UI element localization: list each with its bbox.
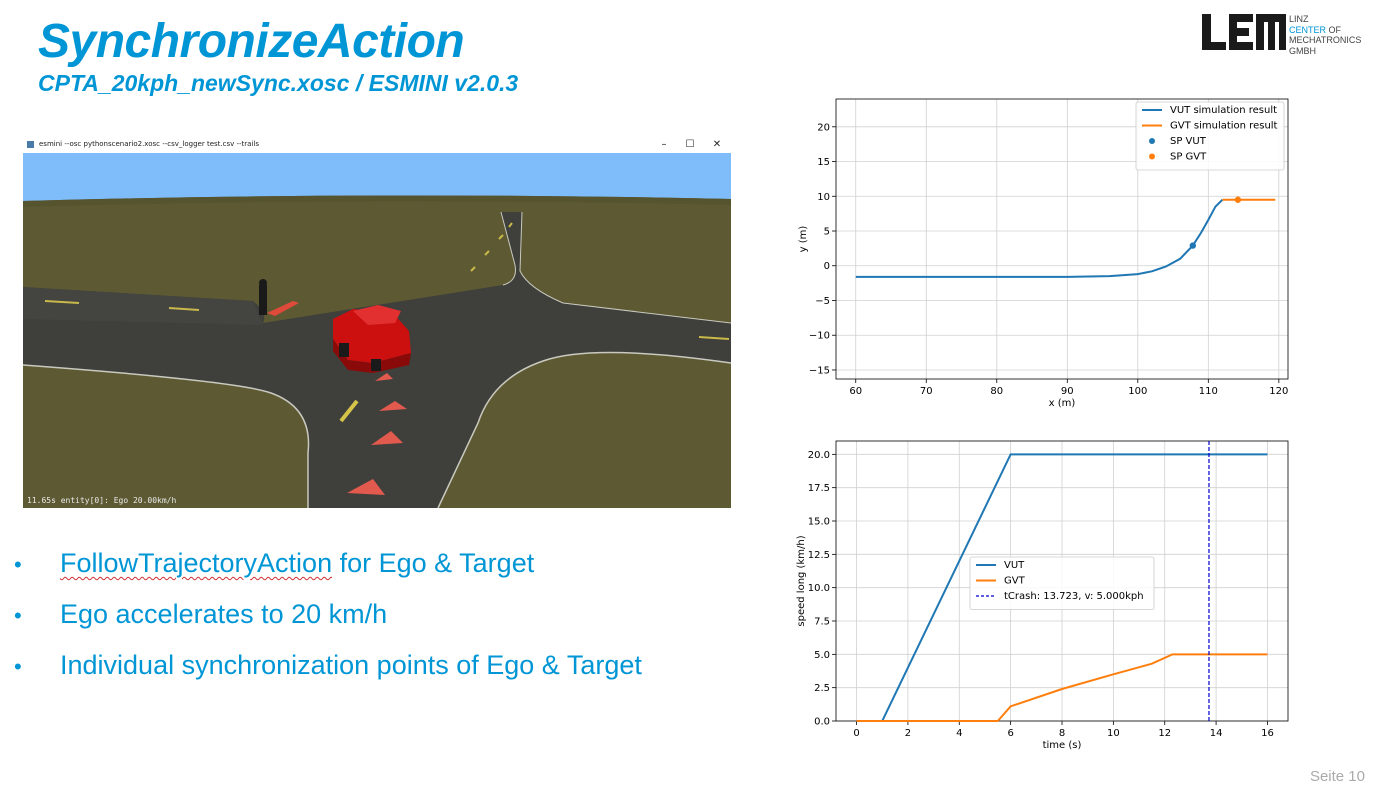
logo-text: LINZ CENTER OF MECHATRONICS GMBH: [1289, 14, 1362, 56]
x-tick-label: 70: [920, 386, 933, 397]
speed-chart-svg: 0 2 4 6 8 10 12 14 16 0.0 2.5 5.0 7.5 10.0 12.5 15.0 17.…: [796, 440, 1289, 751]
legend-label: tCrash: 13.723, v: 5.000kph: [1004, 591, 1144, 602]
y-tick-label: 15: [817, 157, 830, 168]
x-tick-label: 2: [905, 728, 911, 739]
slide-title: SynchronizeAction: [38, 15, 465, 68]
close-icon[interactable]: ✕: [712, 139, 722, 150]
plot-frame: [835, 98, 1289, 380]
series-line: [856, 653, 1268, 722]
app-icon: [27, 141, 34, 148]
x-tick-label: 16: [1261, 728, 1274, 739]
y-tick-label: 20: [817, 122, 830, 133]
legend-label: VUT: [1004, 560, 1025, 571]
y-tick-label: 7.5: [814, 617, 830, 628]
x-tick-label: 6: [1007, 728, 1013, 739]
x-tick-label: 120: [1269, 386, 1288, 397]
y-tick-label: 15.0: [808, 517, 830, 528]
x-tick-label: 110: [1199, 386, 1218, 397]
bullet-text: for Ego & Target: [332, 548, 535, 578]
y-tick-label: 20.0: [808, 450, 830, 461]
bullet-icon: •: [14, 654, 22, 679]
x-tick-label: 8: [1059, 728, 1065, 739]
legend-label: SP VUT: [1170, 136, 1207, 147]
x-tick-label: 0: [853, 728, 859, 739]
x-tick-label: 90: [1061, 386, 1074, 397]
x-tick-label: 80: [990, 386, 1003, 397]
maximize-icon[interactable]: ☐: [685, 139, 695, 150]
x-tick-label: 100: [1128, 386, 1147, 397]
y-tick-label: 5.0: [814, 650, 830, 661]
y-axis-label: speed long (km/h): [796, 535, 807, 626]
legend-label: VUT simulation result: [1170, 105, 1277, 116]
bullet-icon: •: [14, 603, 22, 628]
series-line: [855, 199, 1224, 278]
y-tick-label: 2.5: [814, 683, 830, 694]
series-point: [1234, 196, 1242, 203]
minimize-icon[interactable]: –: [661, 139, 667, 150]
x-axis-label: time (s): [1043, 740, 1082, 751]
trajectory-chart-svg: 60 70 80 90 100 110 120 −15 −10 −5 0 5 10 15 20 x (m) y …: [798, 98, 1289, 409]
bullet-link[interactable]: FollowTrajectoryAction: [60, 548, 333, 578]
legend-label: GVT simulation result: [1170, 121, 1278, 132]
esmini-window: esmini --osc pythonscenario2.xosc --csv_…: [23, 137, 731, 508]
bullet-text: Individual synchronization points of Ego…: [60, 650, 642, 680]
x-tick-label: 10: [1107, 728, 1120, 739]
y-tick-label: 5: [824, 227, 830, 238]
simulation-3d-view[interactable]: 11.65s entity[0]: Ego 20.00km/h: [23, 153, 731, 508]
y-tick-label: 10.0: [808, 583, 830, 594]
window-title: esmini --osc pythonscenario2.xosc --csv_…: [39, 140, 259, 148]
legend-label: SP GVT: [1170, 152, 1207, 163]
bullet-icon: •: [14, 552, 22, 577]
y-tick-label: −5: [815, 296, 830, 307]
legend-marker: [1149, 153, 1155, 160]
speed-chart: 0 2 4 6 8 10 12 14 16 0.0 2.5 5.0 7.5 10.0 12.5 15.0 17.…: [790, 436, 1300, 752]
y-tick-label: 0: [824, 261, 830, 272]
y-tick-label: −10: [809, 331, 830, 342]
legend-label: GVT: [1004, 576, 1026, 587]
x-tick-label: 12: [1158, 728, 1171, 739]
legend-marker: [1149, 138, 1155, 144]
series-point: [1189, 242, 1197, 249]
bullet-text: Ego accelerates to 20 km/h: [60, 599, 388, 629]
window-titlebar[interactable]: esmini --osc pythonscenario2.xosc --csv_…: [23, 137, 731, 153]
x-tick-label: 14: [1210, 728, 1223, 739]
trajectory-chart: 60 70 80 90 100 110 120 −15 −10 −5 0 5 10 15 20 x (m) y …: [790, 94, 1300, 410]
slide-subtitle: CPTA_20kph_newSync.xosc / ESMINI v2.0.3: [38, 70, 519, 96]
y-axis-label: y (m): [798, 226, 809, 253]
x-tick-label: 60: [849, 386, 862, 397]
y-tick-label: 0.0: [814, 717, 830, 728]
legend-box: [969, 556, 1155, 610]
y-tick-label: 17.5: [808, 483, 830, 494]
y-tick-label: 10: [817, 192, 830, 203]
plot-frame: [835, 440, 1289, 722]
y-tick-label: −15: [809, 365, 830, 376]
x-axis-label: x (m): [1049, 398, 1076, 409]
page-number: Seite 10: [1309, 768, 1365, 785]
lcm-logo: [1202, 14, 1286, 50]
simulation-overlay-text: 11.65s entity[0]: Ego 20.00km/h: [27, 496, 176, 505]
x-tick-label: 4: [956, 728, 962, 739]
y-tick-label: 12.5: [808, 550, 830, 561]
legend-box: [1135, 101, 1285, 171]
